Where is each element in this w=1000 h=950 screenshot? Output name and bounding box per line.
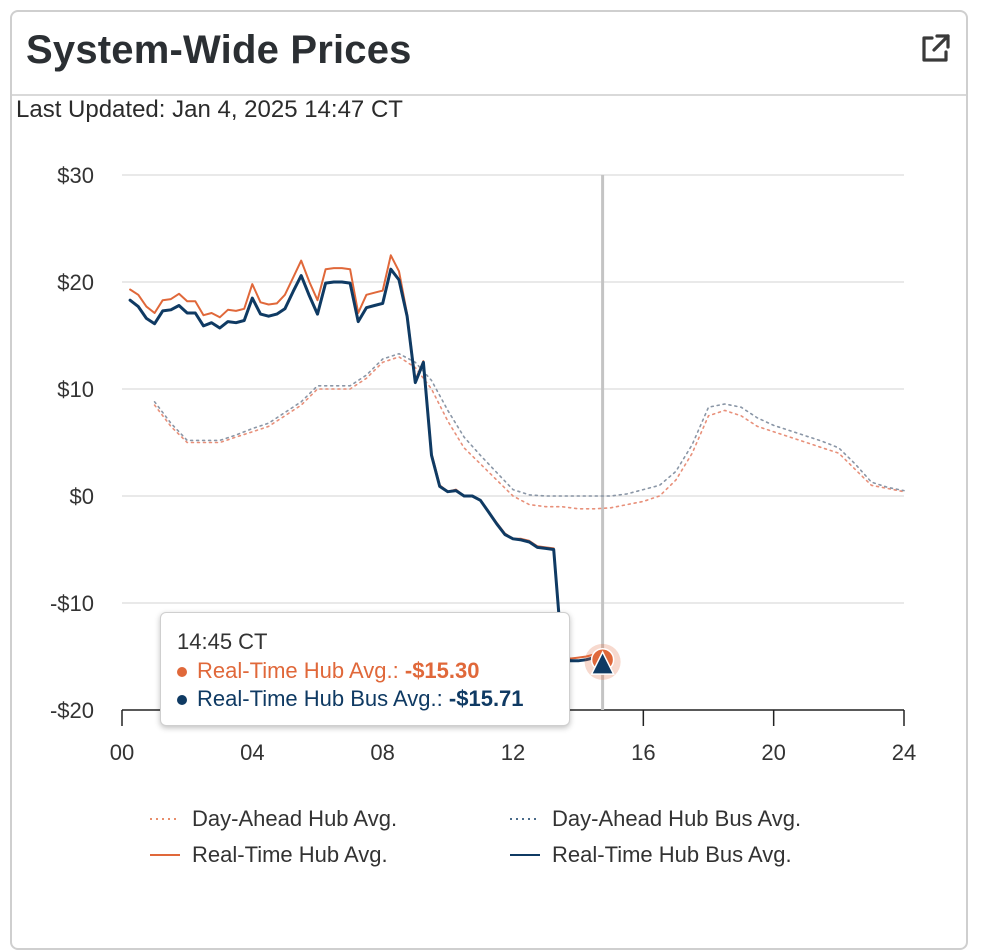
legend-swatch-solid [150,854,180,856]
legend-item-rt-hub[interactable]: Real-Time Hub Avg. [150,842,388,868]
legend-swatch-dotted [150,818,180,820]
tooltip-row-rt-hub-bus: Real-Time Hub Bus Avg.: -$15.71 [177,685,553,713]
legend-label: Day-Ahead Hub Avg. [192,806,398,831]
series-line-real-time-hub-bus-avg [128,267,605,666]
y-tick-label: -$20 [50,698,94,723]
x-tick-label: 00 [110,740,134,765]
last-updated: Last Updated: Jan 4, 2025 14:47 CT [16,96,403,123]
series-line-real-time-hub-avg [129,254,604,661]
legend-item-da-hub-bus[interactable]: Day-Ahead Hub Bus Avg. [510,806,801,832]
tooltip-dot-rt-hub-bus [177,695,187,706]
tooltip-value: -$15.71 [448,686,524,711]
tooltip-time: 14:45 CT [177,629,268,654]
chart-tooltip: 14:45 CT Real-Time Hub Avg.: -$15.30 Rea… [160,612,570,726]
legend-swatch-dotted [510,818,540,820]
y-tick-label: $30 [57,163,94,188]
legend-item-da-hub[interactable]: Day-Ahead Hub Avg. [150,806,397,832]
legend-item-rt-hub-bus[interactable]: Real-Time Hub Bus Avg. [510,842,792,868]
tooltip-label: Real-Time Hub Bus Avg.: [197,686,443,711]
tooltip-label: Real-Time Hub Avg.: [197,658,399,683]
x-tick-label: 04 [240,740,264,765]
legend-label: Real-Time Hub Bus Avg. [552,842,792,867]
system-wide-prices-card: System-Wide Prices [10,10,968,950]
tooltip-dot-rt-hub [177,667,187,678]
y-tick-label: $20 [57,270,94,295]
y-tick-label: $10 [57,377,94,402]
external-link-icon[interactable] [918,32,952,66]
tooltip-value: -$15.30 [404,658,480,683]
y-tick-label: -$10 [50,591,94,616]
card-header: System-Wide Prices [12,12,966,96]
card-title: System-Wide Prices [26,28,412,72]
y-tick-label: $0 [70,484,94,509]
hover-marker-rt-hub-bus [590,650,615,675]
x-tick-label: 20 [761,740,785,765]
x-tick-label: 16 [631,740,655,765]
legend-swatch-solid [510,854,540,856]
tooltip-row-rt-hub: Real-Time Hub Avg.: -$15.30 [177,657,553,685]
x-tick-label: 12 [501,740,525,765]
series-line-day-ahead-hub-avg [153,356,905,510]
legend-label: Day-Ahead Hub Bus Avg. [552,806,802,831]
x-tick-label: 24 [892,740,916,765]
legend-label: Real-Time Hub Avg. [192,842,388,867]
series-line-day-ahead-hub-bus-avg [153,352,905,497]
x-tick-label: 08 [370,740,394,765]
